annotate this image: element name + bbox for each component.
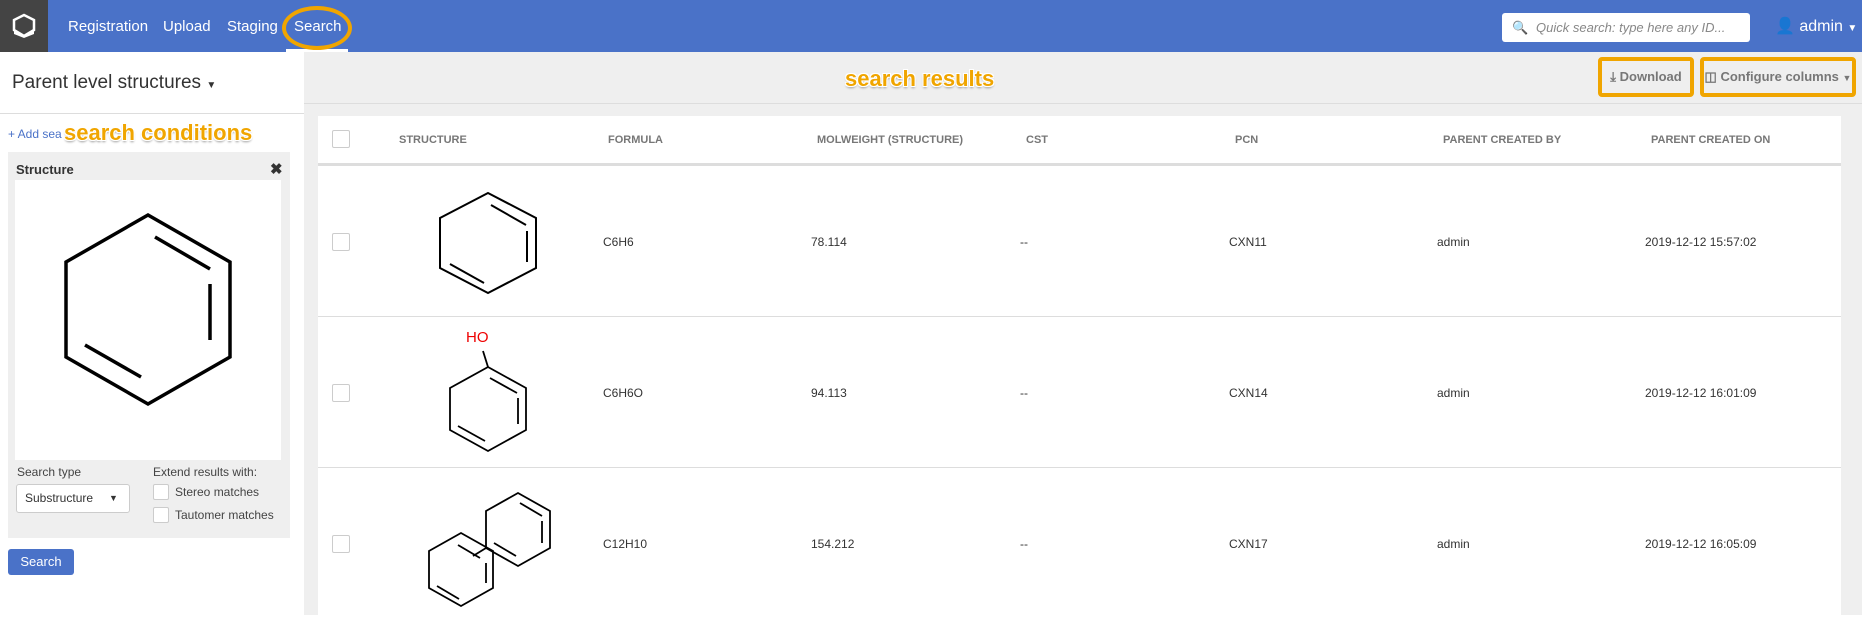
column-header[interactable]: PCN (1235, 134, 1259, 146)
structure-condition: Structure ✖ Search type Substructure ▼ Ex… (8, 152, 290, 538)
structure-editor[interactable] (15, 180, 281, 460)
molweight-cell: 78.114 (811, 235, 847, 249)
search-button[interactable]: Search (8, 549, 74, 575)
search-icon: 🔍 (1512, 20, 1529, 35)
row-checkbox[interactable] (332, 535, 350, 553)
annotation-search-conditions: search conditions (64, 120, 253, 145)
created-on-cell: 2019-12-12 16:01:09 (1645, 386, 1757, 400)
search-type-select[interactable]: Substructure ▼ (16, 484, 130, 513)
benzene-structure (439, 191, 537, 295)
formula-cell: C6H6O (603, 386, 644, 400)
nav-upload[interactable]: Upload (163, 18, 211, 35)
cst-cell: -- (1020, 386, 1028, 400)
sidebar-title: Parent level structures (12, 72, 202, 93)
annotation-circle (282, 6, 352, 50)
username: admin (1799, 18, 1843, 35)
download-label: Download (1619, 69, 1682, 84)
table-row[interactable]: C12H10 154.212 -- CXN17 admin 2019-12-12… (318, 468, 1841, 619)
condition-title: Structure (16, 162, 74, 177)
molweight-cell: 154.212 (811, 537, 855, 551)
created-on-cell: 2019-12-12 15:57:02 (1645, 235, 1757, 249)
configure-columns-button[interactable]: ◫ Configure columns ▼ (1700, 57, 1856, 97)
search-type-value: Substructure (25, 491, 94, 505)
tautomer-checkbox[interactable] (153, 507, 169, 523)
columns-icon: ◫ (1704, 69, 1717, 84)
created-by-cell: admin (1437, 235, 1470, 249)
column-header[interactable]: FORMULA (608, 134, 663, 146)
tautomer-label: Tautomer matches (175, 508, 274, 522)
formula-cell: C12H10 (603, 537, 648, 551)
column-header[interactable]: PARENT CREATED BY (1443, 134, 1562, 146)
configure-columns-label: Configure columns (1720, 69, 1839, 84)
nav-registration[interactable]: Registration (68, 18, 149, 35)
cst-cell: -- (1020, 235, 1028, 249)
phenol-structure (449, 350, 527, 453)
created-on-cell: 2019-12-12 16:05:09 (1645, 537, 1757, 551)
pcn-cell: CXN14 (1229, 386, 1268, 400)
column-header[interactable]: PARENT CREATED ON (1651, 134, 1771, 146)
molweight-cell: 94.113 (811, 386, 847, 400)
user-menu[interactable]: 👤 admin ▼ (1775, 0, 1857, 52)
pcn-cell: CXN11 (1229, 235, 1267, 249)
results-table: STRUCTURE FORMULA MOLWEIGHT (STRUCTURE) … (318, 116, 1841, 615)
table-row[interactable]: HO C6H6O 94.113 -- CXN14 admin 2019-12-1… (318, 317, 1841, 468)
select-all-checkbox[interactable] (332, 130, 350, 148)
active-tab-indicator (286, 49, 348, 52)
close-icon[interactable]: ✖ (270, 161, 283, 178)
row-checkbox[interactable] (332, 233, 350, 251)
annotation-search-results: search results (845, 66, 995, 91)
logo-icon[interactable] (0, 0, 48, 52)
user-icon: 👤 (1775, 18, 1795, 35)
download-button[interactable]: ⤓ Download (1598, 57, 1694, 97)
created-by-cell: admin (1437, 386, 1470, 400)
column-header[interactable]: STRUCTURE (399, 134, 467, 146)
add-condition-link[interactable]: + Add sea (8, 127, 62, 141)
quick-search-input[interactable]: 🔍 Quick search: type here any ID... (1502, 13, 1750, 42)
chevron-down-icon: ▼ (1847, 23, 1858, 34)
chevron-down-icon: ▼ (1842, 73, 1852, 83)
biphenyl-structure (428, 491, 551, 608)
search-type-label: Search type (17, 465, 82, 479)
extend-label: Extend results with: (153, 465, 258, 479)
quick-search-placeholder: Quick search: type here any ID... (1536, 20, 1726, 35)
top-nav: Registration Upload Staging Search 🔍 Qui… (0, 0, 1862, 52)
benzene-structure (64, 212, 232, 407)
divider (304, 103, 1862, 104)
chevron-down-icon: ▼ (109, 493, 118, 503)
column-header[interactable]: CST (1026, 134, 1048, 146)
table-row[interactable]: C6H6 78.114 -- CXN11 admin 2019-12-12 15… (318, 166, 1841, 317)
hydroxyl-label: HO (466, 329, 489, 346)
header-divider (318, 163, 1841, 166)
created-by-cell: admin (1437, 537, 1470, 551)
pcn-cell: CXN17 (1229, 537, 1268, 551)
stereo-label: Stereo matches (175, 485, 260, 499)
cst-cell: -- (1020, 537, 1028, 551)
divider (0, 113, 304, 114)
formula-cell: C6H6 (603, 235, 634, 249)
structure-level-dropdown[interactable]: Parent level structures ▼ (12, 72, 216, 94)
nav-staging[interactable]: Staging (227, 18, 278, 35)
download-icon: ⤓ (1610, 69, 1616, 84)
chevron-down-icon: ▼ (206, 80, 217, 91)
column-header[interactable]: MOLWEIGHT (STRUCTURE) (817, 134, 964, 146)
row-checkbox[interactable] (332, 384, 350, 402)
stereo-checkbox[interactable] (153, 484, 169, 500)
